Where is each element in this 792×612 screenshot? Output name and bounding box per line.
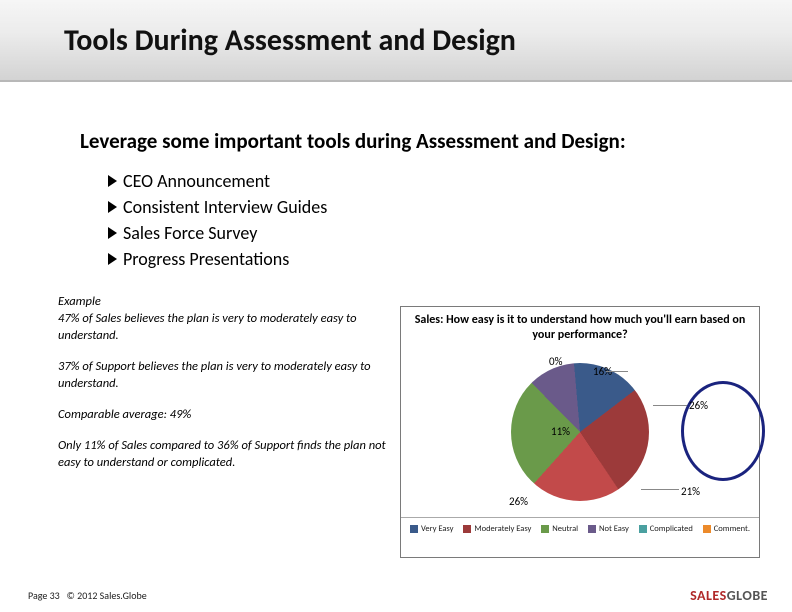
- example-line: 37% of Support believes the plan is very…: [58, 359, 388, 393]
- chart-legend: Very Easy Moderately Easy Neutral Not Ea…: [401, 517, 759, 538]
- bullet-text: CEO Announcement: [123, 168, 270, 194]
- example-line: Only 11% of Sales compared to 36% of Sup…: [58, 438, 388, 472]
- leader-line: [606, 371, 628, 372]
- title-bar: Tools During Assessment and Design: [0, 0, 792, 82]
- example-text-block: Example 47% of Sales believes the plan i…: [58, 294, 388, 485]
- legend-swatch: [541, 525, 549, 533]
- legend-item: Complicated: [639, 524, 693, 534]
- pie-slice-label: 11%: [551, 425, 570, 438]
- arrow-icon: [108, 227, 117, 239]
- legend-swatch: [410, 525, 418, 533]
- page-title: Tools During Assessment and Design: [64, 22, 516, 59]
- legend-label: Very Easy: [421, 524, 454, 534]
- legend-swatch: [639, 525, 647, 533]
- legend-swatch: [588, 525, 596, 533]
- chart-title: Sales: How easy is it to understand how …: [401, 307, 759, 347]
- leader-line: [641, 489, 679, 490]
- leader-line: [653, 405, 687, 406]
- bullet-text: Sales Force Survey: [123, 220, 257, 246]
- page-number: Page 33: [28, 589, 60, 602]
- pie-slice-label: 26%: [509, 495, 528, 508]
- bullet-item: Consistent Interview Guides: [108, 194, 792, 220]
- legend-swatch: [463, 525, 471, 533]
- bullet-text: Consistent Interview Guides: [123, 194, 327, 220]
- legend-item: Comment.: [703, 524, 750, 534]
- legend-label: Not Easy: [599, 524, 629, 534]
- legend-item: Moderately Easy: [463, 524, 531, 534]
- pie-slice-label: 26%: [689, 399, 708, 412]
- pie-graphic: [511, 363, 649, 501]
- legend-label: Comment.: [714, 524, 750, 534]
- brand-logo: SALESGLOBE: [690, 587, 768, 604]
- copyright: © 2012 Sales.Globe: [67, 589, 147, 602]
- footer: Page 33 © 2012 Sales.Globe: [28, 589, 147, 602]
- bullet-item: CEO Announcement: [108, 168, 792, 194]
- example-line: Comparable average: 49%: [58, 407, 388, 424]
- brand-part2: GLOBE: [727, 587, 768, 604]
- legend-item: Neutral: [541, 524, 578, 534]
- arrow-icon: [108, 175, 117, 187]
- legend-item: Not Easy: [588, 524, 629, 534]
- subheading: Leverage some important tools during Ass…: [80, 128, 792, 154]
- pie-chart: 0% 16% 26% 21% 26% 11%: [401, 347, 759, 517]
- legend-item: Very Easy: [410, 524, 454, 534]
- arrow-icon: [108, 201, 117, 213]
- legend-swatch: [703, 525, 711, 533]
- bullet-item: Sales Force Survey: [108, 220, 792, 246]
- example-line: 47% of Sales believes the plan is very t…: [58, 311, 357, 343]
- bullet-item: Progress Presentations: [108, 246, 792, 272]
- brand-part1: SALES: [690, 587, 727, 604]
- bullet-list: CEO Announcement Consistent Interview Gu…: [108, 168, 792, 272]
- pie-chart-panel: Sales: How easy is it to understand how …: [400, 306, 760, 558]
- arrow-icon: [108, 253, 117, 265]
- legend-label: Complicated: [650, 524, 693, 534]
- bullet-text: Progress Presentations: [123, 246, 289, 272]
- pie-slice-label: 0%: [549, 355, 562, 368]
- pie-slice-label: 21%: [681, 485, 700, 498]
- highlight-ellipse: [681, 381, 765, 481]
- legend-label: Moderately Easy: [474, 524, 531, 534]
- legend-label: Neutral: [552, 524, 578, 534]
- example-heading: Example: [58, 294, 101, 309]
